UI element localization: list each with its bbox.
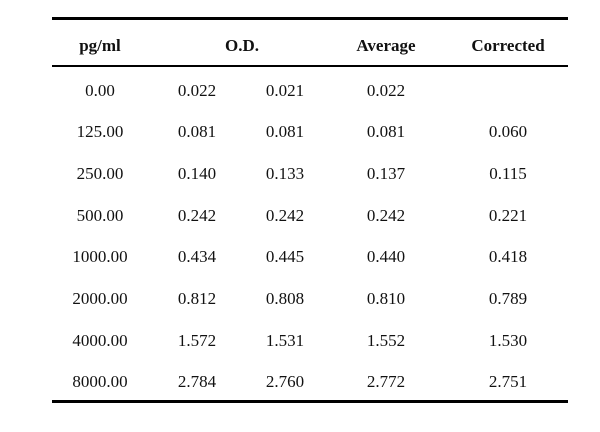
cell-concentration: 8000.00 [72,372,128,391]
cell-od-1: 0.140 [177,164,217,183]
header-average: Average [356,36,416,55]
cell-od-1: 2.784 [177,372,217,391]
cell-corrected: 2.751 [488,372,528,391]
cell-corrected: 0.789 [488,289,528,308]
cell-od-2: 1.531 [265,331,305,350]
cell-concentration: 1000.00 [72,247,128,266]
cell-od-1: 0.022 [177,81,217,100]
table-header-rule [52,65,568,67]
cell-concentration: 125.00 [76,122,124,141]
cell-od-1: 0.081 [177,122,217,141]
cell-corrected: 1.530 [488,331,528,350]
header-corrected: Corrected [471,36,545,55]
cell-corrected: 0.418 [488,247,528,266]
cell-corrected: 0.115 [489,164,527,183]
cell-average: 1.552 [366,331,406,350]
cell-od-1: 0.242 [177,206,217,225]
table-row: 125.00 0.081 0.081 0.081 0.060 [52,122,568,146]
table-row: 2000.00 0.812 0.808 0.810 0.789 [52,289,568,313]
cell-concentration: 0.00 [85,81,115,100]
cell-corrected: 0.060 [488,122,528,141]
cell-average: 0.022 [366,81,406,100]
table-row: 250.00 0.140 0.133 0.137 0.115 [52,164,568,188]
table-row: 1000.00 0.434 0.445 0.440 0.418 [52,247,568,271]
cell-od-2: 0.021 [265,81,305,100]
cell-od-2: 2.760 [265,372,305,391]
cell-corrected: 0.221 [488,206,528,225]
cell-od-1: 0.812 [177,289,217,308]
cell-average: 0.137 [366,164,406,183]
cell-od-2: 0.808 [265,289,305,308]
cell-average: 0.081 [366,122,406,141]
table-top-rule [52,17,568,20]
cell-od-2: 0.081 [265,122,305,141]
cell-concentration: 2000.00 [72,289,128,308]
table-row: 500.00 0.242 0.242 0.242 0.221 [52,206,568,230]
cell-od-2: 0.133 [265,164,305,183]
cell-od-2: 0.242 [265,206,305,225]
cell-concentration: 250.00 [76,164,124,183]
table-bottom-rule [52,400,568,403]
cell-od-1: 1.572 [177,331,217,350]
cell-average: 0.242 [366,206,406,225]
table-row: 0.00 0.022 0.021 0.022 [52,81,568,105]
table-row: 4000.00 1.572 1.531 1.552 1.530 [52,331,568,355]
cell-average: 2.772 [366,372,406,391]
cell-average: 0.440 [366,247,406,266]
header-concentration: pg/ml [79,36,121,55]
cell-od-1: 0.434 [177,247,217,266]
cell-concentration: 4000.00 [72,331,128,350]
cell-concentration: 500.00 [76,206,124,225]
cell-od-2: 0.445 [265,247,305,266]
header-od: O.D. [225,36,259,55]
table-row: 8000.00 2.784 2.760 2.772 2.751 [52,372,568,396]
cell-average: 0.810 [366,289,406,308]
